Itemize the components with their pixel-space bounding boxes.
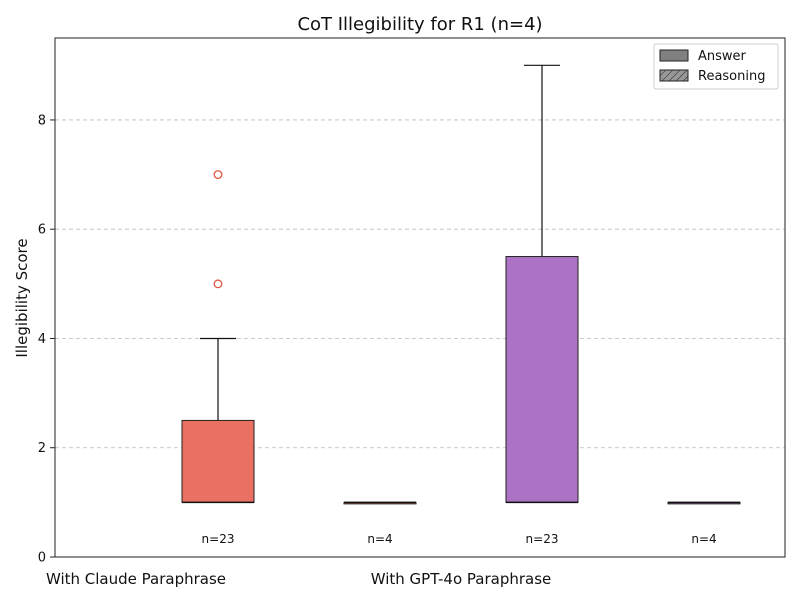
y-axis-label: Illegibility Score bbox=[13, 238, 31, 357]
y-tick-label: 6 bbox=[38, 223, 46, 238]
legend-swatch-answer bbox=[659, 49, 689, 62]
y-axis-ticks: 0 2 4 6 8 bbox=[38, 113, 55, 566]
outlier-point bbox=[213, 170, 223, 180]
y-tick-label: 2 bbox=[38, 441, 46, 456]
grid-lines bbox=[55, 119, 785, 449]
legend-label-reasoning: Reasoning bbox=[698, 69, 765, 84]
legend: Answer Reasoning bbox=[653, 43, 779, 90]
group-label: With GPT-4o Paraphrase bbox=[371, 570, 552, 588]
box-4 bbox=[667, 501, 741, 505]
sample-size-labels: n=23 n=4 n=23 n=4 bbox=[202, 532, 717, 546]
group-label: With Claude Paraphrase bbox=[46, 570, 226, 588]
y-tick-label: 4 bbox=[38, 332, 46, 347]
sample-size-label: n=4 bbox=[691, 532, 716, 546]
box-3 bbox=[505, 64, 579, 504]
outlier-point bbox=[213, 279, 223, 289]
group-labels: With Claude Paraphrase With GPT-4o Paraph… bbox=[46, 570, 551, 588]
y-tick-label: 8 bbox=[38, 113, 46, 128]
chart-title: CoT Illegibility for R1 (n=4) bbox=[297, 14, 542, 35]
plot-frame bbox=[54, 37, 786, 558]
legend-swatch-reasoning bbox=[659, 69, 689, 82]
box-iqr bbox=[505, 256, 579, 503]
sample-size-label: n=4 bbox=[367, 532, 392, 546]
sample-size-label: n=23 bbox=[526, 532, 559, 546]
boxes bbox=[181, 64, 741, 505]
box-1 bbox=[181, 170, 255, 504]
y-tick-label: 0 bbox=[38, 551, 46, 566]
box-2 bbox=[343, 501, 417, 505]
sample-size-label: n=23 bbox=[202, 532, 235, 546]
box-iqr bbox=[181, 419, 255, 503]
legend-label-answer: Answer bbox=[698, 49, 747, 64]
